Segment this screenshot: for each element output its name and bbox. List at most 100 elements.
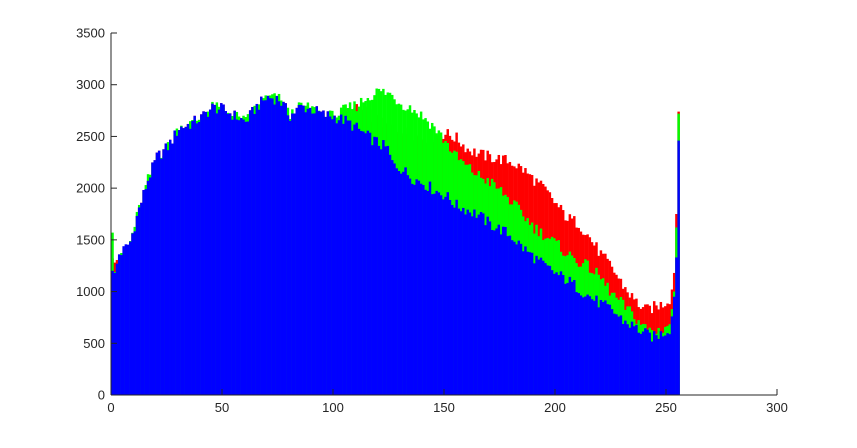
x-tick-label: 100 — [322, 400, 344, 415]
histogram-bar — [413, 184, 416, 395]
histogram-bar — [628, 327, 632, 395]
histogram-bar — [275, 95, 279, 395]
histogram-bar — [630, 321, 634, 395]
histogram-bar — [311, 113, 314, 395]
histogram-bar — [382, 140, 385, 395]
histogram-bar — [588, 296, 592, 395]
histogram-bar — [151, 162, 154, 395]
histogram-bar — [195, 123, 199, 395]
histogram-bar — [422, 184, 425, 395]
histogram-bar — [393, 163, 396, 395]
histogram-bar — [513, 241, 516, 395]
histogram-bar — [155, 152, 159, 395]
histogram-bar — [208, 109, 212, 395]
histogram-bar — [475, 217, 478, 395]
histogram-bar — [240, 118, 243, 396]
histogram-bar — [137, 207, 141, 395]
histogram-bar — [664, 335, 667, 395]
histogram-bar — [646, 329, 649, 395]
histogram-bar — [415, 179, 418, 395]
histogram-bar — [433, 193, 436, 395]
histogram-bar — [619, 315, 623, 395]
histogram-bar — [388, 154, 392, 395]
histogram-bar — [304, 112, 307, 396]
histogram-bar — [670, 316, 674, 395]
histogram-bar — [586, 294, 589, 395]
histogram-bar — [115, 263, 119, 395]
histogram-bar — [173, 130, 176, 396]
histogram-bar — [166, 150, 170, 395]
histogram-bar — [419, 183, 423, 395]
histogram-bar — [146, 180, 150, 395]
histogram-bar — [473, 209, 476, 395]
histogram-bar — [215, 113, 219, 396]
histogram-bar — [224, 111, 227, 395]
histogram-bar — [553, 273, 556, 395]
histogram-bar — [233, 110, 236, 396]
histogram-bar — [493, 230, 496, 395]
histogram-bar — [621, 323, 625, 395]
histogram-bar — [626, 324, 629, 395]
histogram-bar — [235, 119, 239, 395]
histogram-bar — [348, 120, 352, 395]
histogram-bar — [442, 199, 445, 395]
histogram-bar — [335, 123, 338, 395]
histogram-bar — [204, 111, 208, 395]
histogram-bar — [377, 145, 381, 395]
histogram-bar — [550, 270, 554, 395]
histogram-bar — [528, 252, 532, 395]
histogram-bar — [426, 190, 430, 395]
histogram-bar — [189, 128, 192, 396]
histogram-bar — [291, 113, 294, 395]
histogram-bar — [535, 255, 538, 395]
histogram-bar — [677, 140, 680, 395]
histogram-bar — [633, 326, 636, 395]
histogram-bar — [499, 234, 503, 395]
y-tick-label: 0 — [98, 388, 105, 403]
histogram-bar — [339, 114, 343, 395]
histogram-bar — [371, 145, 374, 395]
histogram-bar — [273, 104, 276, 395]
histogram-bar — [446, 192, 449, 395]
histogram-bar — [417, 180, 421, 395]
histogram-bar — [324, 116, 327, 395]
histogram-bar — [470, 216, 474, 395]
histogram-bar — [364, 133, 367, 395]
histogram-bar — [604, 300, 607, 395]
x-tick-label: 300 — [766, 400, 788, 415]
histogram-bar — [271, 98, 274, 396]
histogram-bar — [541, 260, 545, 395]
histogram-bar — [399, 173, 403, 395]
histogram-bar — [175, 135, 179, 395]
histogram-bar — [162, 149, 165, 395]
histogram-bar — [479, 212, 483, 395]
histogram-bar — [111, 270, 114, 395]
histogram-bar — [406, 175, 410, 395]
histogram-bar — [462, 207, 465, 395]
histogram-bar — [200, 114, 203, 395]
histogram-bar — [637, 332, 640, 395]
histogram-bar — [468, 212, 472, 395]
histogram-bar — [384, 146, 387, 395]
histogram-bar — [404, 167, 407, 395]
histogram-bar — [333, 115, 336, 396]
histogram-bar — [297, 105, 301, 395]
histogram-bar — [537, 259, 541, 395]
histogram-bar — [177, 130, 181, 395]
histogram-bar — [546, 265, 549, 395]
histogram-bar — [502, 226, 505, 395]
histogram-bar — [430, 194, 434, 395]
histogram-bar — [217, 109, 221, 395]
histogram-bar — [581, 297, 585, 395]
histogram-bar — [157, 150, 161, 395]
histogram-bar — [317, 111, 321, 396]
x-axis-ticks: 0 50 100 150 200 250 300 — [107, 389, 788, 415]
histogram-bar — [129, 241, 132, 395]
histogram-bar — [466, 209, 469, 395]
histogram-bar — [575, 292, 578, 395]
histogram-bar — [153, 160, 156, 395]
x-tick-label: 50 — [215, 400, 229, 415]
histogram-bar — [120, 255, 123, 395]
histogram-bar — [661, 336, 665, 395]
histogram-bar — [613, 313, 616, 395]
